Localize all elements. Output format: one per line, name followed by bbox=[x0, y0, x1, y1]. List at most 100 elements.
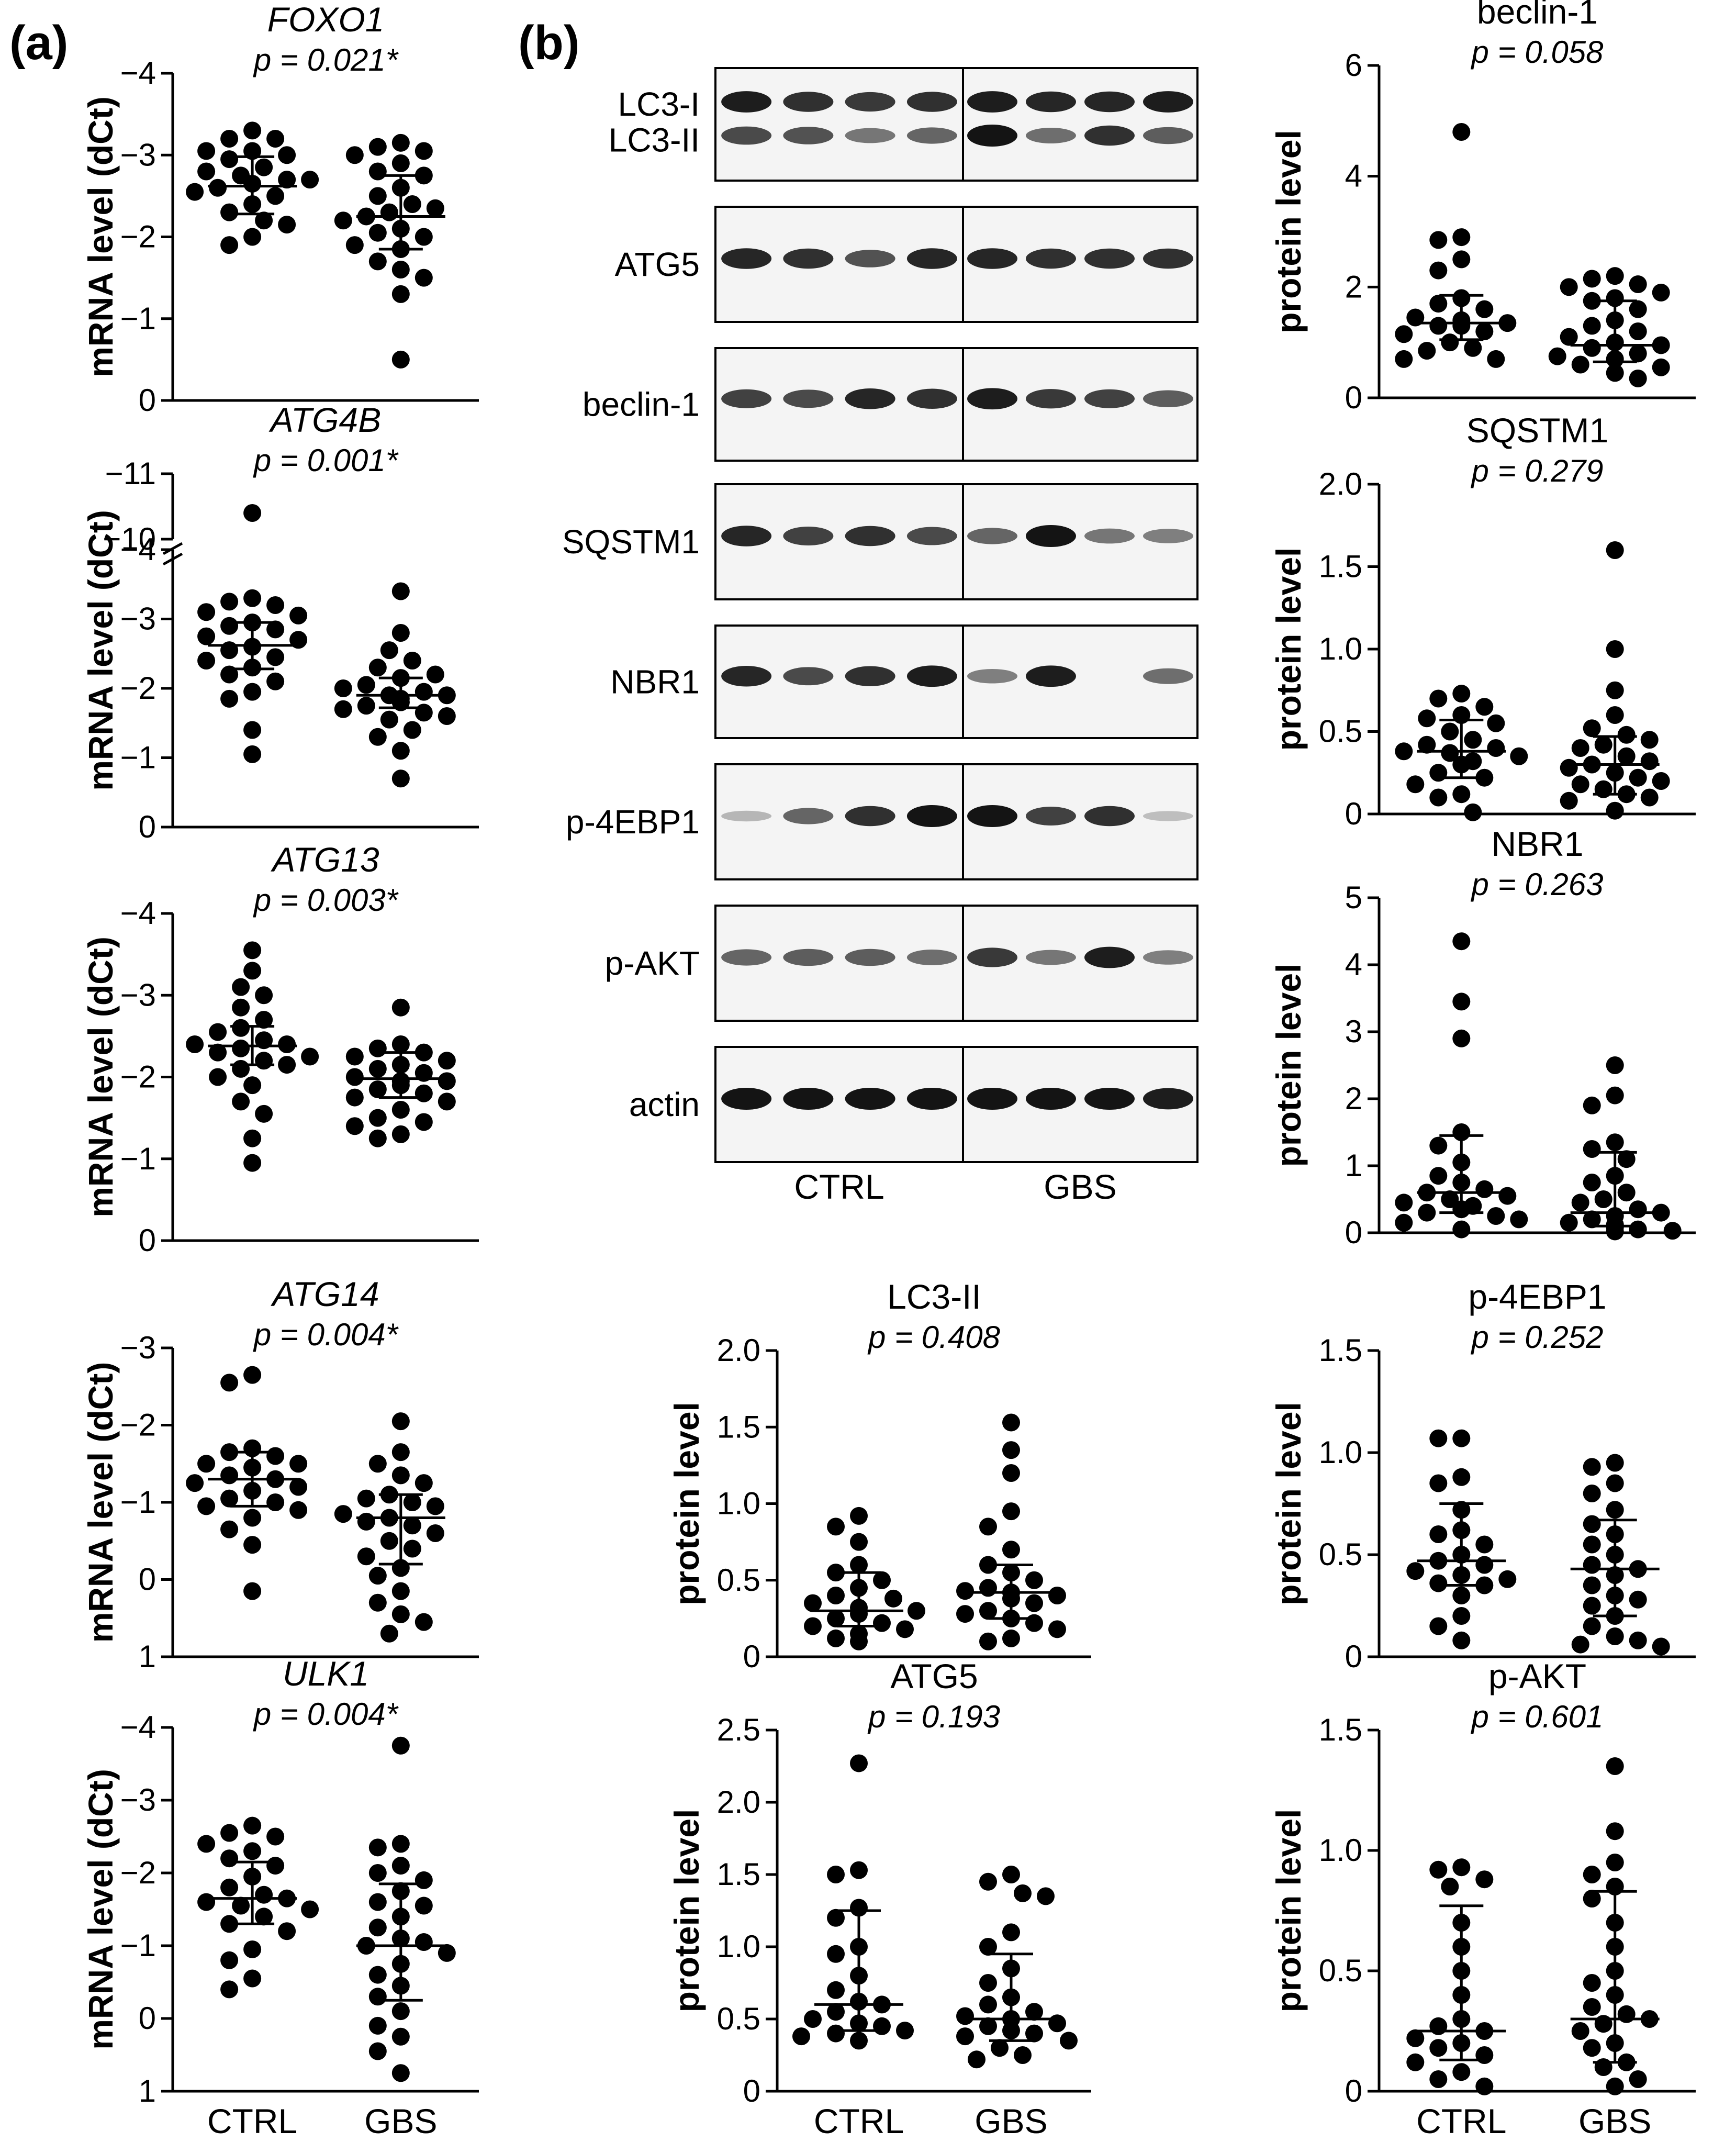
blot-band bbox=[1084, 528, 1135, 544]
data-point bbox=[1606, 289, 1624, 307]
data-point bbox=[1629, 344, 1647, 363]
data-point bbox=[391, 1101, 410, 1119]
y-tick-label: 1 bbox=[139, 2073, 156, 2109]
data-point bbox=[1429, 1474, 1448, 1492]
data-point bbox=[1560, 758, 1578, 777]
blot-band bbox=[721, 949, 772, 966]
data-point bbox=[1452, 992, 1471, 1011]
data-point bbox=[391, 742, 410, 760]
data-point bbox=[979, 1632, 997, 1650]
data-point bbox=[1583, 339, 1601, 357]
data-point bbox=[1594, 1190, 1612, 1208]
blot-strip-p-4ebp1: p-4EBP1 bbox=[566, 763, 1199, 880]
data-point bbox=[1583, 270, 1601, 288]
data-point bbox=[1475, 322, 1494, 340]
data-point bbox=[391, 769, 410, 788]
data-point bbox=[368, 1838, 387, 1857]
p-value-label: p = 0.021* bbox=[253, 42, 399, 77]
blot-band bbox=[783, 527, 834, 545]
blot-band bbox=[906, 950, 957, 965]
x-tick-label: GBS bbox=[364, 2102, 437, 2140]
data-point bbox=[186, 1035, 204, 1053]
data-point bbox=[368, 138, 387, 156]
y-axis-label: mRNA level (dCt) bbox=[81, 510, 120, 791]
y-tick-label: 0 bbox=[1345, 796, 1362, 831]
data-point bbox=[1418, 1203, 1436, 1222]
y-tick-label: −3 bbox=[120, 1330, 156, 1365]
axis-break-mark bbox=[162, 552, 183, 566]
y-axis-label: mRNA level (dCt) bbox=[81, 1362, 120, 1643]
data-point bbox=[1583, 1974, 1601, 1992]
data-point bbox=[1652, 772, 1670, 790]
data-point bbox=[357, 1512, 375, 1531]
y-axis-label: mRNA level (dCt) bbox=[81, 936, 120, 1218]
data-point bbox=[1475, 2046, 1494, 2064]
data-point bbox=[896, 2022, 914, 2040]
data-point bbox=[1583, 1140, 1601, 1158]
blot-strip-nbr1: NBR1 bbox=[610, 624, 1199, 739]
blot-band bbox=[845, 1088, 895, 1110]
data-point bbox=[827, 1609, 845, 1627]
data-point bbox=[415, 1613, 433, 1631]
data-point bbox=[368, 2042, 387, 2060]
data-point bbox=[301, 1047, 319, 1066]
blot-band bbox=[967, 805, 1017, 827]
blot-group-label-ctrl: CTRL bbox=[794, 1167, 884, 1206]
data-point bbox=[827, 1945, 845, 1963]
blot-band bbox=[1026, 1088, 1076, 1110]
blot-band bbox=[783, 92, 834, 112]
data-point bbox=[1583, 317, 1601, 335]
x-tick-label: GBS bbox=[1578, 2102, 1651, 2140]
data-point bbox=[334, 700, 352, 718]
data-point bbox=[1571, 2022, 1589, 2040]
blot-band bbox=[1143, 1088, 1193, 1110]
y-tick-label: 0 bbox=[743, 1639, 760, 1674]
data-point bbox=[232, 1092, 250, 1111]
data-point bbox=[1617, 1150, 1636, 1168]
y-axis-label: protein level bbox=[1269, 548, 1308, 751]
data-point bbox=[1452, 1858, 1471, 1877]
data-point bbox=[979, 1556, 997, 1574]
data-point bbox=[1594, 2058, 1612, 2076]
data-point bbox=[243, 721, 262, 739]
data-point bbox=[289, 1478, 308, 1496]
p-value-label: p = 0.601 bbox=[1471, 1699, 1604, 1734]
data-point bbox=[1395, 1193, 1413, 1212]
data-point bbox=[278, 1056, 296, 1074]
data-point bbox=[220, 689, 239, 708]
data-point bbox=[415, 1113, 433, 1131]
blot-band bbox=[967, 248, 1017, 269]
y-axis-label: protein level bbox=[667, 1402, 706, 1605]
data-point bbox=[1429, 2039, 1448, 2057]
y-tick-label: 1 bbox=[139, 1639, 156, 1674]
data-point bbox=[415, 1871, 433, 1889]
chart-title: p-AKT bbox=[1488, 1657, 1586, 1695]
data-point bbox=[1583, 292, 1601, 310]
data-point bbox=[1652, 336, 1670, 354]
data-point bbox=[1510, 747, 1528, 765]
data-point bbox=[391, 154, 410, 172]
data-point bbox=[1441, 722, 1459, 741]
data-point bbox=[243, 1076, 262, 1095]
data-point bbox=[1487, 714, 1505, 732]
data-point bbox=[345, 236, 364, 254]
blot-band bbox=[1143, 91, 1193, 113]
data-point bbox=[368, 659, 387, 677]
data-point bbox=[1429, 1167, 1448, 1185]
data-point bbox=[197, 1893, 216, 1911]
data-point bbox=[391, 133, 410, 152]
data-point bbox=[1475, 1535, 1494, 1554]
data-point bbox=[1560, 278, 1578, 296]
data-point bbox=[391, 1466, 410, 1485]
data-point bbox=[255, 1886, 273, 1904]
data-point bbox=[209, 1043, 227, 1062]
blot-band bbox=[1026, 525, 1076, 547]
data-point bbox=[345, 146, 364, 164]
chart-title: ATG13 bbox=[270, 840, 379, 879]
data-point bbox=[1510, 1210, 1528, 1229]
data-point bbox=[827, 2003, 845, 2021]
data-point bbox=[1652, 358, 1670, 376]
data-point bbox=[1583, 1998, 1601, 2016]
data-point bbox=[209, 179, 227, 197]
